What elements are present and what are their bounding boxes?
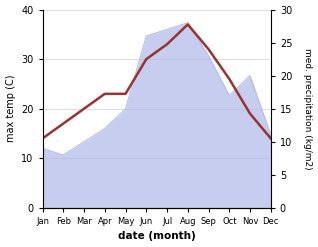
X-axis label: date (month): date (month) xyxy=(118,231,196,242)
Y-axis label: med. precipitation (kg/m2): med. precipitation (kg/m2) xyxy=(303,48,313,169)
Y-axis label: max temp (C): max temp (C) xyxy=(5,75,16,143)
